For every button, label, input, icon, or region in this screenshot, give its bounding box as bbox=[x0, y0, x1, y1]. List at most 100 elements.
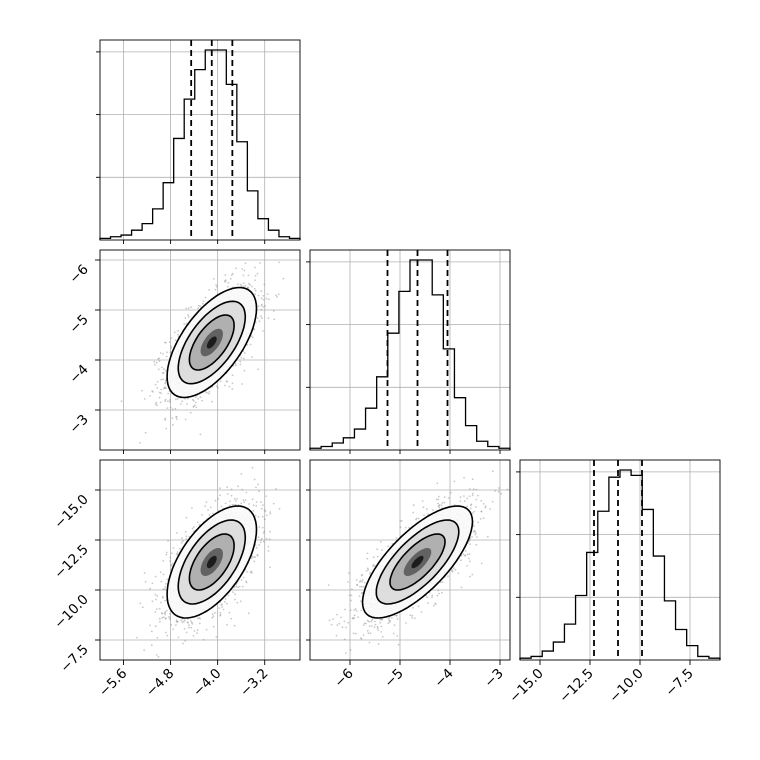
scatter-point bbox=[173, 331, 176, 334]
scatter-point bbox=[212, 278, 215, 280]
scatter-point bbox=[257, 483, 260, 486]
scatter-point bbox=[450, 569, 453, 572]
scatter-point bbox=[155, 361, 158, 364]
scatter-point bbox=[245, 581, 248, 584]
scatter-point bbox=[437, 498, 440, 501]
scatter-point bbox=[328, 619, 331, 622]
scatter-point bbox=[480, 562, 483, 565]
scatter-point bbox=[143, 398, 146, 400]
scatter-point bbox=[469, 560, 471, 563]
hist-panel-1 bbox=[309, 250, 511, 450]
scatter-point bbox=[192, 399, 195, 402]
scatter-point bbox=[167, 392, 170, 395]
scatter-point bbox=[395, 614, 398, 617]
scatter-point bbox=[229, 500, 231, 503]
scatter-point bbox=[163, 387, 166, 390]
scatter-point bbox=[242, 576, 245, 579]
scatter-point bbox=[253, 328, 256, 331]
scatter-point bbox=[244, 352, 246, 354]
scatter-point bbox=[243, 269, 246, 272]
scatter-point bbox=[165, 553, 168, 556]
scatter-point bbox=[441, 581, 444, 583]
scatter-point bbox=[185, 322, 188, 325]
scatter-point bbox=[272, 502, 275, 505]
scatter-point bbox=[187, 315, 190, 318]
scatter-point bbox=[273, 318, 276, 321]
scatter-point bbox=[175, 552, 178, 555]
scatter-point bbox=[234, 362, 237, 365]
scatter-point bbox=[221, 603, 224, 606]
scatter-point bbox=[269, 566, 271, 569]
scatter-point bbox=[254, 515, 257, 517]
scatter-point bbox=[389, 620, 392, 622]
scatter-point bbox=[164, 379, 167, 382]
scatter-point bbox=[171, 408, 174, 411]
scatter-point bbox=[175, 398, 177, 401]
scatter-point bbox=[259, 541, 262, 544]
scatter-point bbox=[176, 398, 179, 400]
scatter-point bbox=[252, 504, 255, 507]
scatter-point bbox=[177, 620, 179, 623]
scatter-point bbox=[479, 518, 482, 520]
scatter-point bbox=[139, 441, 141, 444]
scatter-point bbox=[400, 520, 403, 522]
scatter-point bbox=[434, 602, 437, 605]
scatter-point bbox=[220, 505, 223, 508]
scatter-point bbox=[260, 308, 263, 311]
scatter-point bbox=[157, 368, 160, 371]
scatter-point bbox=[162, 560, 165, 562]
scatter-point bbox=[158, 357, 161, 360]
scatter-point bbox=[477, 494, 479, 497]
scatter-point bbox=[183, 620, 185, 623]
scatter-point bbox=[168, 401, 171, 403]
scatter-point bbox=[229, 278, 232, 280]
scatter-point bbox=[258, 544, 260, 546]
scatter-point bbox=[170, 346, 173, 349]
scatter-point bbox=[248, 503, 251, 505]
scatter-point bbox=[248, 282, 250, 285]
scatter-point bbox=[223, 600, 226, 603]
scatter-point bbox=[226, 493, 229, 495]
scatter-point bbox=[332, 618, 334, 620]
scatter-point bbox=[399, 520, 402, 522]
scatter-point bbox=[253, 478, 256, 481]
scatter-point bbox=[162, 616, 165, 618]
scatter-point bbox=[256, 553, 259, 556]
scatter-point bbox=[230, 274, 233, 277]
scatter-point bbox=[194, 404, 196, 407]
scatter-point bbox=[160, 580, 163, 583]
scatter-point bbox=[160, 378, 163, 381]
scatter-point bbox=[224, 279, 227, 282]
scatter-point bbox=[352, 617, 355, 620]
scatter-point bbox=[269, 530, 271, 533]
scatter-point bbox=[246, 286, 249, 289]
scatter-point bbox=[180, 619, 183, 622]
scatter-point bbox=[251, 466, 254, 469]
scatter-point bbox=[266, 514, 268, 517]
scatter-point bbox=[228, 385, 231, 388]
scatter-point bbox=[349, 649, 352, 651]
scatter-point bbox=[269, 513, 272, 515]
scatter-point bbox=[199, 396, 202, 399]
scatter-point bbox=[242, 282, 245, 284]
scatter-point bbox=[379, 621, 382, 624]
scatter-point bbox=[264, 510, 267, 513]
scatter-point bbox=[330, 623, 333, 626]
scatter-point bbox=[164, 611, 167, 614]
scatter-point bbox=[443, 496, 446, 498]
scatter-point bbox=[237, 485, 240, 488]
scatter-point bbox=[160, 392, 162, 394]
scatter-point bbox=[275, 294, 277, 297]
scatter-point bbox=[198, 617, 201, 619]
scatter-point bbox=[268, 538, 271, 540]
scatter-point bbox=[470, 507, 472, 510]
scatter-point bbox=[233, 624, 236, 627]
scatter-point bbox=[241, 488, 244, 491]
scatter-point bbox=[214, 288, 217, 291]
scatter-point bbox=[360, 574, 363, 577]
scatter-point bbox=[254, 266, 256, 269]
scatter-point bbox=[240, 502, 243, 505]
scatter-point bbox=[253, 560, 256, 563]
scatter-point bbox=[175, 415, 178, 418]
scatter-point bbox=[164, 631, 167, 634]
